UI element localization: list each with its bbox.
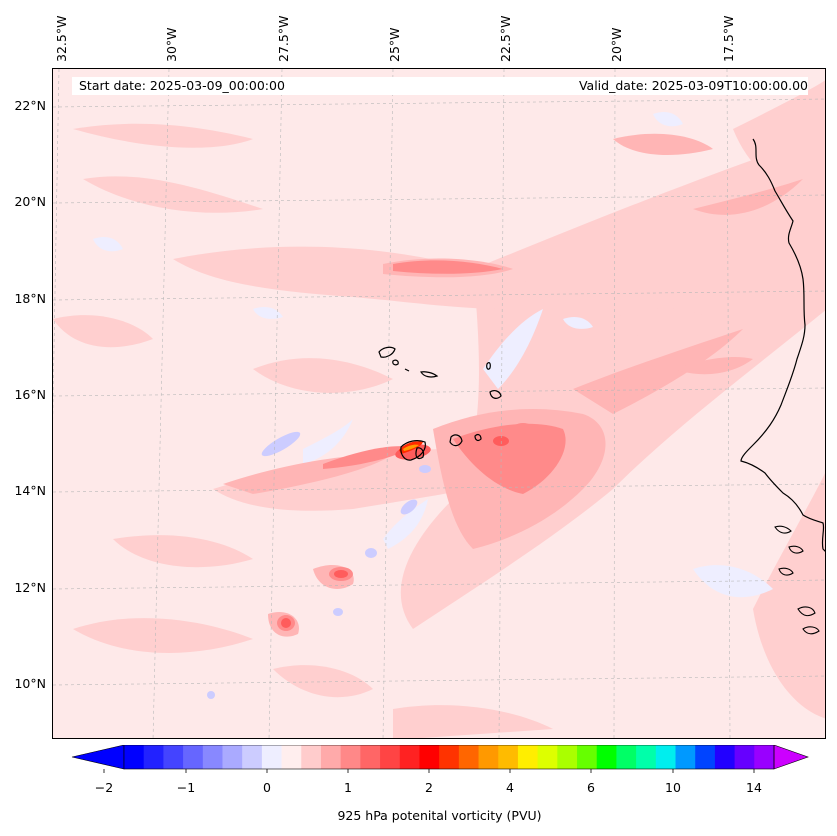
lon-label-22.5w: 22.5°W (498, 15, 513, 62)
colorbar-segment (163, 745, 184, 769)
colorbar-segment (143, 745, 164, 769)
colorbar-tick-10: 10 (665, 780, 681, 795)
lon-label-25w: 25°W (387, 27, 402, 62)
pv-red-regions (277, 260, 566, 631)
colorbar-over-extension (773, 745, 809, 770)
colorbar-segment (222, 745, 243, 769)
pv-pale-blue-regions (93, 112, 773, 598)
colorbar-segment (124, 745, 145, 769)
cabo-verde-islands (378, 346, 502, 461)
pv-max-core (399, 441, 423, 454)
lon-label-17.5w: 17.5°W (721, 15, 736, 62)
colorbar-segment (557, 745, 578, 769)
colorbar-border (123, 745, 775, 770)
lon-label-30w: 30°W (164, 27, 179, 62)
colorbar-segment (577, 745, 598, 769)
colorbar-tick-14: 14 (746, 780, 762, 795)
map-gridlines (53, 69, 825, 738)
colorbar-segment (734, 745, 755, 769)
colorbar-segment (596, 745, 617, 769)
lon-label-20w: 20°W (609, 27, 624, 62)
colorbar-tick-0: 0 (263, 780, 271, 795)
colorbar-under-extension (71, 745, 125, 770)
lon-label-27.5w: 27.5°W (276, 15, 291, 62)
lat-label-22n: 22°N (14, 98, 46, 113)
colorbar-segment (380, 745, 401, 769)
valid-date-label: Valid_date: 2025-03-09T10:00:00.00 (578, 78, 808, 93)
start-date-label: Start date: 2025-03-09_00:00:00 (79, 78, 285, 93)
lat-label-12n: 12°N (14, 580, 46, 595)
colorbar-segment (517, 745, 539, 769)
colorbar-segment (261, 745, 283, 769)
colorbar-segment (242, 745, 263, 769)
potential-vorticity-map (53, 69, 825, 738)
colorbar-tick-minus1: −1 (176, 780, 196, 795)
colorbar-label: 925 hPa potenital vorticity (PVU) (337, 808, 542, 823)
colorbar-tick-1: 1 (344, 780, 352, 795)
lat-label-20n: 20°N (14, 194, 46, 209)
colorbar-segment (183, 745, 204, 769)
colorbar-segment (419, 745, 440, 769)
lat-label-16n: 16°N (14, 387, 46, 402)
date-info-bar (72, 77, 808, 95)
colorbar-segment (655, 745, 677, 769)
colorbar-segment (399, 745, 420, 769)
colorbar-segment (695, 745, 716, 769)
colorbar-segment (320, 745, 342, 769)
colorbar-segment (458, 745, 480, 769)
colorbar-segment (636, 745, 657, 769)
colorbar-tick-4: 4 (506, 780, 514, 795)
map-plot-area[interactable] (52, 68, 826, 739)
colorbar-segment (478, 745, 499, 769)
pv-blue-regions (207, 431, 431, 699)
colorbar-segment (340, 745, 361, 769)
colorbar-segment (675, 745, 696, 769)
colorbar-segment (360, 745, 381, 769)
colorbar-segment (616, 745, 637, 769)
lat-label-14n: 14°N (14, 483, 46, 498)
colorbar-segment (714, 745, 736, 769)
africa-coastline (740, 138, 825, 552)
lon-label-32.5w: 32.5°W (54, 15, 69, 62)
colorbar-tick-2: 2 (425, 780, 433, 795)
lat-label-10n: 10°N (14, 676, 46, 691)
colorbar-segment (202, 745, 223, 769)
colorbar-segment (281, 745, 302, 769)
colorbar-segment (301, 745, 322, 769)
guinea-bissau-islands (774, 525, 820, 635)
colorbar-segment (754, 745, 775, 769)
colorbar-tick-minus2: −2 (94, 780, 114, 795)
colorbar-tick-6: 6 (587, 780, 595, 795)
colorbar-segment (498, 745, 519, 769)
colorbar-segment (439, 745, 460, 769)
colorbar (71, 745, 809, 773)
colorbar-segment (537, 745, 558, 769)
lat-label-18n: 18°N (14, 291, 46, 306)
